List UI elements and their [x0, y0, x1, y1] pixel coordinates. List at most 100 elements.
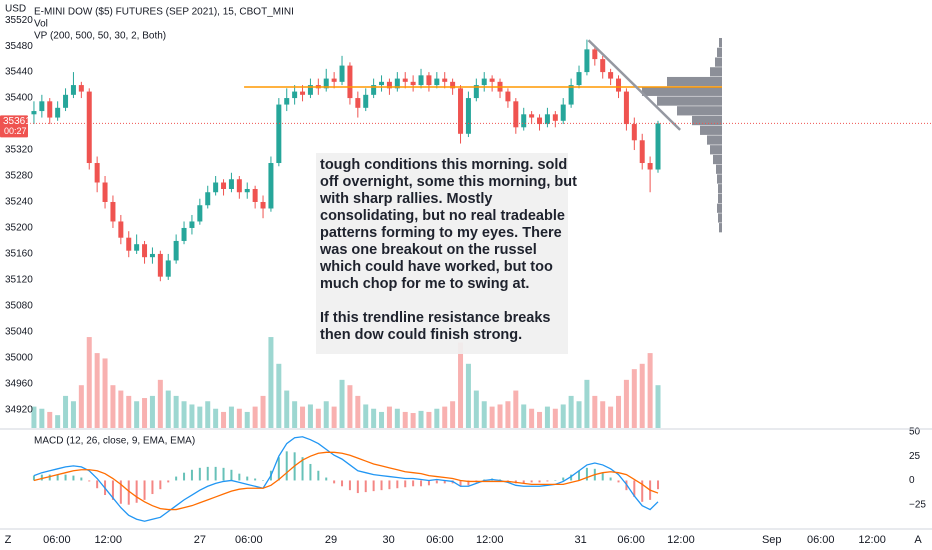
axes-layer: 35520 35480 35440 35400 35320 35280 35240 35200… [0, 15, 926, 546]
macd-histogram-bar [459, 480, 462, 487]
x-tick-label: 12:00 [858, 534, 886, 546]
macd-title: MACD (12, 26, close, 9, EMA, EMA) [34, 436, 195, 447]
macd-histogram-bar [356, 480, 359, 494]
volume-bar [537, 411, 543, 428]
volume-bar [363, 404, 369, 428]
macd-histogram-bar [48, 474, 51, 481]
macd-histogram-bar [198, 467, 201, 481]
macd-histogram-bar [601, 472, 604, 481]
annotation-line: which could have worked, but too [319, 259, 553, 275]
volume-bar [39, 408, 45, 428]
y-tick-label: 35160 [5, 249, 33, 260]
volume-profile-bar [677, 106, 722, 116]
candle-body [394, 78, 400, 89]
volume-bar [236, 408, 242, 428]
macd-histogram-bar [546, 480, 549, 482]
volume-bar [402, 411, 408, 428]
volume-bar [173, 395, 179, 428]
macd-histogram-bar [530, 480, 533, 483]
volume-layer [31, 337, 661, 428]
volume-bar [339, 379, 345, 428]
macd-histogram-bar [183, 472, 186, 481]
volume-bar [505, 401, 511, 428]
volume-bar [568, 395, 574, 428]
candle-body [465, 98, 471, 134]
candle-body [149, 253, 155, 258]
volume-bar [157, 379, 163, 428]
chart-title: E-MINI DOW ($5) FUTURES (SEP 2021), 15, … [34, 7, 294, 18]
volume-bar [592, 395, 598, 428]
indicator-label: Vol [34, 19, 48, 30]
candle-body [386, 81, 392, 89]
macd-histogram-bar [190, 469, 193, 481]
macd-histogram-bar [562, 477, 565, 481]
annotation-box [316, 153, 568, 354]
volume-bar [31, 406, 37, 428]
candle-body [197, 205, 203, 222]
y-tick-label: 35320 [5, 145, 33, 156]
candle-body [544, 114, 550, 125]
candle-body [371, 85, 377, 95]
candle-body [584, 49, 590, 73]
candle-body [268, 163, 274, 209]
auto-scale-button[interactable]: A [914, 534, 922, 546]
y-tick-label: 35080 [5, 301, 33, 312]
x-tick-label: 06:00 [43, 534, 71, 546]
x-tick-label: 06:00 [426, 534, 454, 546]
volume-bar [268, 337, 274, 428]
volume-bar [94, 353, 100, 428]
volume-bar [426, 411, 432, 428]
volume-bar [576, 401, 582, 428]
macd-histogram-bar [72, 475, 75, 481]
last-price-label: 35361 [3, 116, 31, 127]
macd-histogram-bar [554, 480, 557, 481]
volume-bar [244, 411, 250, 428]
macd-histogram-bar [301, 457, 304, 481]
volume-bar [102, 358, 108, 428]
candle-body [260, 201, 266, 209]
x-tick-label: 06:00 [235, 534, 263, 546]
y-tick-label: 35040 [5, 327, 33, 338]
y-tick-label: 35480 [5, 41, 33, 52]
candle-body [458, 88, 464, 134]
candle-body [616, 78, 622, 92]
candle-body [323, 78, 329, 89]
volume-profile-bar [667, 76, 722, 87]
candle-body [552, 114, 558, 121]
candle-body [592, 49, 598, 60]
macd-histogram-bar [348, 480, 351, 491]
volume-bar [529, 408, 535, 428]
macd-histogram-bar [40, 474, 43, 481]
volume-profile-bar [717, 174, 722, 184]
macd-histogram-bar [222, 467, 225, 481]
annotation-line: with sharp rallies. Mostly [319, 191, 492, 207]
y-tick-label: 35200 [5, 223, 33, 234]
y-tick-label: 35400 [5, 93, 33, 104]
y-tick-label: 35520 [5, 15, 33, 26]
candle-body [529, 114, 535, 118]
volume-bar [276, 363, 282, 428]
timezone-icon[interactable]: Z [5, 534, 12, 546]
volume-bar [252, 406, 258, 428]
macd-histogram-bar [143, 480, 146, 500]
candle-body [165, 260, 171, 277]
candle-body [94, 163, 100, 183]
volume-profile-bar [717, 203, 722, 213]
volume-bar [647, 353, 653, 428]
x-tick-label: 12:00 [94, 534, 122, 546]
candle-body [568, 85, 574, 105]
volume-bar [323, 401, 329, 428]
macd-histogram-bar [443, 480, 446, 484]
candle-body [473, 85, 479, 99]
candle-body [418, 75, 424, 86]
macd-histogram-bar [285, 451, 288, 481]
candle-body [339, 65, 345, 82]
volume-profile-bar [707, 135, 722, 145]
volume-bar [458, 342, 464, 428]
macd-histogram-bar [159, 480, 162, 490]
volume-bar [300, 406, 306, 428]
volume-profile-bar [657, 96, 722, 106]
macd-histogram-bar [372, 480, 375, 492]
volume-profile-bar [715, 57, 722, 67]
